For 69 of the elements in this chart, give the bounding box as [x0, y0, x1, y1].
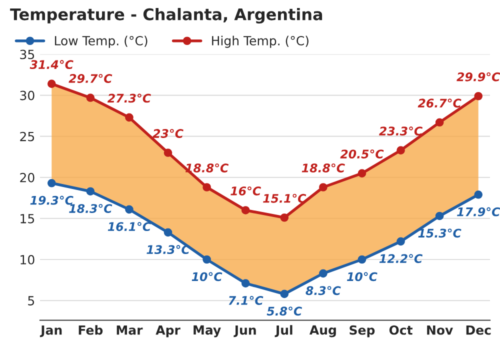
point — [358, 169, 366, 178]
data-label: 27.3°C — [107, 94, 151, 103]
point — [280, 213, 289, 222]
y-tick-label: 30 — [20, 90, 34, 100]
x-tick-label: Aug — [309, 325, 336, 338]
point — [125, 205, 134, 214]
point — [164, 228, 172, 237]
x-tick-label: Dec — [466, 325, 491, 335]
point — [241, 279, 250, 288]
data-label: 15.3°C — [418, 228, 462, 238]
y-tick-label: 15 — [20, 214, 34, 224]
data-label: 5.8°C — [266, 306, 302, 316]
y-tick-label: 35 — [20, 50, 34, 60]
data-label: 26.7°C — [418, 98, 462, 108]
point — [358, 255, 366, 264]
point — [474, 92, 483, 100]
point — [164, 148, 172, 157]
data-label: 16.1°C — [108, 222, 151, 232]
point — [47, 80, 56, 88]
data-label: 23°C — [152, 128, 184, 138]
point — [202, 255, 211, 264]
legend-label: High Temp. (°C) — [212, 36, 308, 48]
data-label: 18.3°C — [69, 204, 112, 213]
data-label: 15.1°C — [263, 194, 306, 203]
chart-title: Temperature - Chalanta, Argentina — [10, 8, 322, 24]
data-label: 23.3°C — [379, 126, 423, 136]
data-label: 29.9°C — [456, 72, 500, 82]
x-tick-label: Jul — [274, 325, 292, 338]
data-label: 10°C — [192, 272, 222, 282]
data-label: 29.7°C — [68, 74, 112, 83]
point — [86, 187, 95, 196]
legend-label: Low Temp. (°C) — [54, 36, 148, 48]
y-tick-label: 25 — [20, 132, 34, 142]
x-tick-label: Mar — [116, 325, 143, 335]
data-label: 17.9°C — [457, 207, 500, 216]
point — [396, 146, 405, 154]
x-tick-label: Oct — [389, 325, 412, 335]
y-tick-label: 5 — [28, 296, 34, 306]
data-label: 8.3°C — [306, 286, 341, 296]
point — [125, 113, 134, 122]
x-tick-label: Sep — [350, 325, 375, 338]
point — [435, 118, 444, 127]
x-tick-label: Apr — [156, 325, 180, 338]
point — [47, 178, 56, 188]
y-tick-label: 20 — [20, 172, 34, 182]
x-tick-label: Feb — [78, 325, 103, 335]
point — [319, 269, 328, 278]
point — [435, 212, 444, 220]
y-tick-label: 10 — [20, 254, 34, 264]
x-tick-label: Jun — [234, 325, 256, 338]
point — [86, 94, 95, 102]
data-label: 31.4°C — [30, 60, 74, 70]
data-label: 20.5°C — [340, 149, 384, 159]
point — [280, 290, 289, 298]
data-label: 16°C — [230, 186, 261, 196]
point — [396, 237, 405, 246]
x-tick-label: Nov — [427, 325, 453, 335]
data-label: 19.3°C — [30, 196, 74, 205]
x-tick-label: Jan — [40, 325, 62, 338]
point — [319, 183, 328, 192]
point — [474, 190, 483, 199]
data-label: 12.2°C — [379, 254, 423, 264]
data-label: 13.3°C — [146, 245, 190, 254]
x-tick-label: May — [194, 325, 221, 338]
point — [241, 206, 250, 214]
data-label: 10°C — [346, 272, 378, 282]
data-label: 18.8°C — [302, 163, 345, 172]
data-label: 7.1°C — [228, 296, 264, 305]
point — [202, 183, 211, 192]
